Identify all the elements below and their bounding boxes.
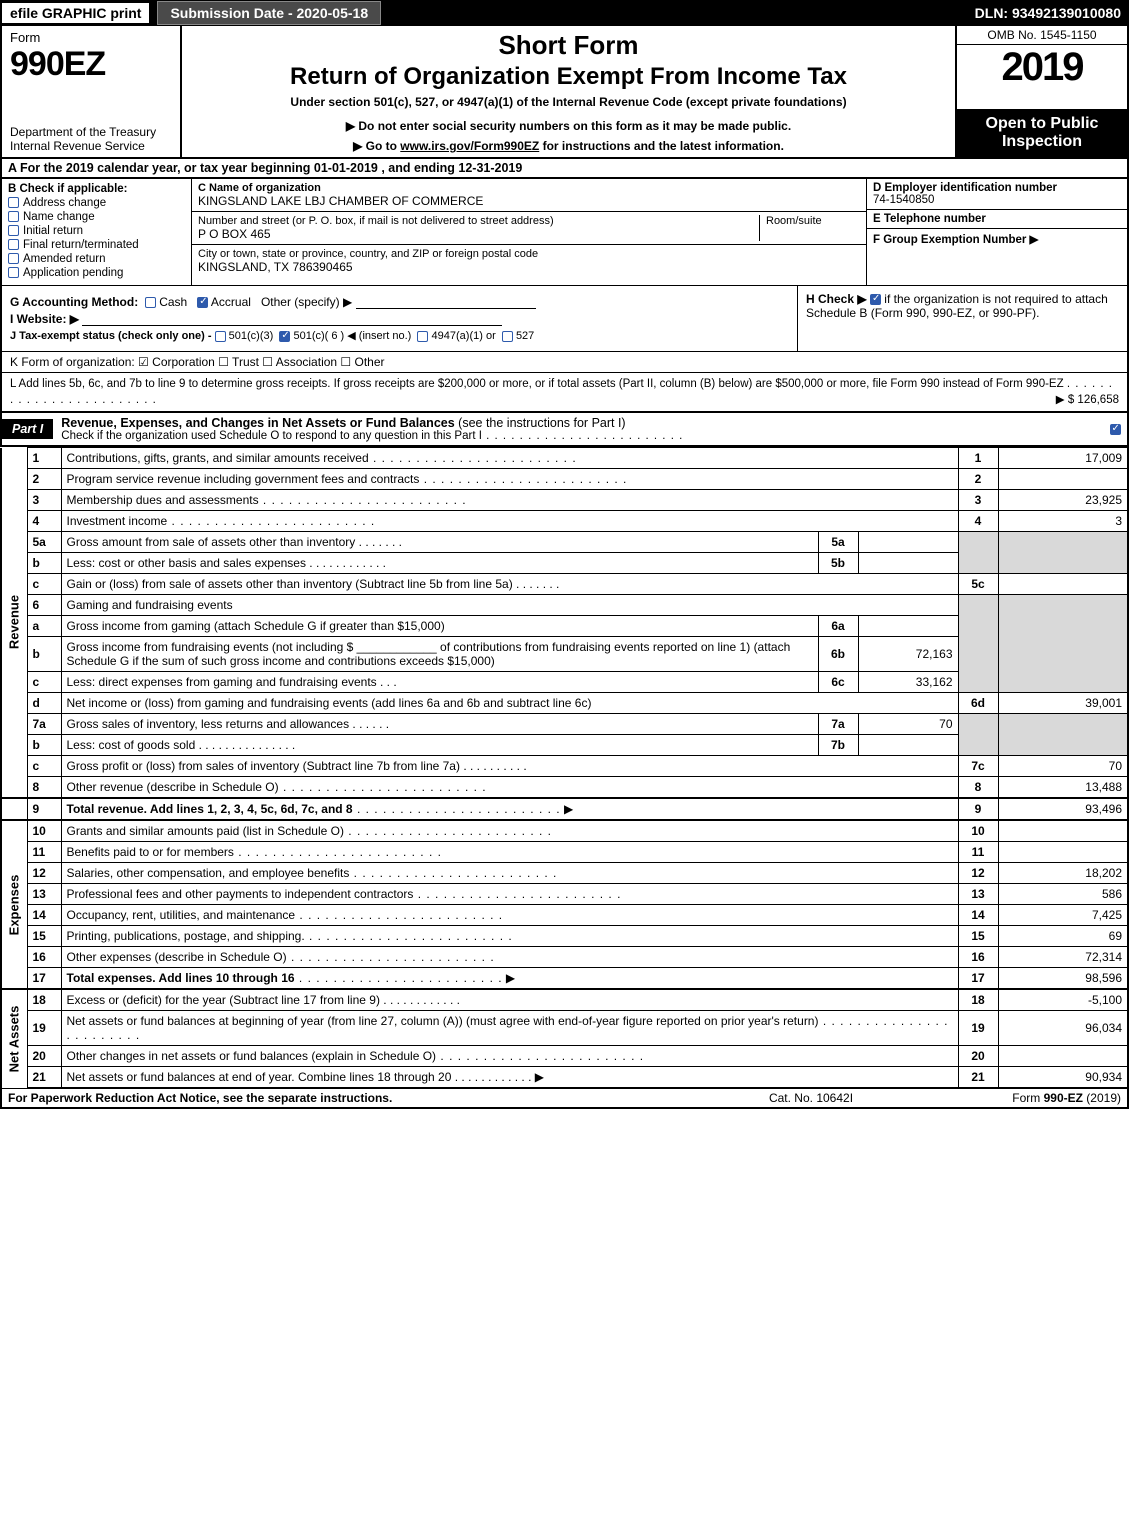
chk-name-change[interactable]: Name change bbox=[8, 211, 185, 223]
amt-8: 13,488 bbox=[998, 777, 1128, 799]
amt-12: 18,202 bbox=[998, 863, 1128, 884]
org-info-grid: B Check if applicable: Address change Na… bbox=[0, 179, 1129, 286]
amt-14: 7,425 bbox=[998, 905, 1128, 926]
part1-title: Revenue, Expenses, and Changes in Net As… bbox=[61, 416, 454, 430]
amt-21: 90,934 bbox=[998, 1067, 1128, 1088]
amt-16: 72,314 bbox=[998, 947, 1128, 968]
section-c: C Name of organization KINGSLAND LAKE LB… bbox=[192, 179, 867, 285]
org-address: P O BOX 465 bbox=[198, 227, 753, 241]
part1-schedO-check bbox=[1110, 424, 1121, 435]
row-a-tax-year: A For the 2019 calendar year, or tax yea… bbox=[0, 159, 1129, 179]
section-b: B Check if applicable: Address change Na… bbox=[2, 179, 192, 285]
amt-6d: 39,001 bbox=[998, 693, 1128, 714]
irs-link[interactable]: www.irs.gov/Form990EZ bbox=[400, 139, 539, 153]
dept-treasury: Department of the Treasury bbox=[10, 125, 172, 139]
org-city: KINGSLAND, TX 786390465 bbox=[198, 260, 860, 274]
part1-check-line: Check if the organization used Schedule … bbox=[61, 430, 482, 442]
form-ref: Form 990-EZ (2019) bbox=[921, 1091, 1121, 1105]
e-label: E Telephone number bbox=[873, 213, 986, 225]
amt-7c: 70 bbox=[998, 756, 1128, 777]
part1-tag: Part I bbox=[2, 419, 53, 439]
dln-label: DLN: 93492139010080 bbox=[975, 5, 1129, 21]
short-form-title: Short Form bbox=[190, 30, 947, 61]
amt-19: 96,034 bbox=[998, 1011, 1128, 1046]
amt-18: -5,100 bbox=[998, 989, 1128, 1011]
chk-initial-return[interactable]: Initial return bbox=[8, 225, 185, 237]
part1-table: Revenue 1 Contributions, gifts, grants, … bbox=[0, 447, 1129, 1088]
amt-1: 17,009 bbox=[998, 448, 1128, 469]
ein-value: 74-1540850 bbox=[873, 194, 934, 206]
amt-6b: 72,163 bbox=[858, 637, 958, 672]
submission-date-button[interactable]: Submission Date - 2020-05-18 bbox=[157, 1, 381, 25]
goto-line: ▶ Go to www.irs.gov/Form990EZ for instru… bbox=[190, 139, 947, 153]
chk-address-change[interactable]: Address change bbox=[8, 197, 185, 209]
page-footer: For Paperwork Reduction Act Notice, see … bbox=[0, 1088, 1129, 1109]
chk-accrual bbox=[197, 297, 208, 308]
amt-6c: 33,162 bbox=[858, 672, 958, 693]
amt-7a: 70 bbox=[858, 714, 958, 735]
chk-application-pending[interactable]: Application pending bbox=[8, 267, 185, 279]
amt-15: 69 bbox=[998, 926, 1128, 947]
form-header: Form 990EZ Department of the Treasury In… bbox=[0, 26, 1129, 159]
open-to-public: Open to Public Inspection bbox=[957, 109, 1127, 157]
l-amount: ▶ $ 126,658 bbox=[1056, 392, 1119, 408]
i-website: I Website: ▶ bbox=[10, 312, 789, 326]
ssn-warning: ▶ Do not enter social security numbers o… bbox=[190, 119, 947, 133]
l-gross-receipts: L Add lines 5b, 6c, and 7b to line 9 to … bbox=[0, 373, 1129, 412]
part1-header: Part I Revenue, Expenses, and Changes in… bbox=[0, 412, 1129, 447]
part1-subtitle: (see the instructions for Part I) bbox=[458, 416, 625, 430]
d-label: D Employer identification number bbox=[873, 182, 1057, 194]
side-expenses: Expenses bbox=[7, 874, 22, 935]
paperwork-notice: For Paperwork Reduction Act Notice, see … bbox=[8, 1091, 701, 1105]
addr-label: Number and street (or P. O. box, if mail… bbox=[198, 215, 753, 227]
org-name: KINGSLAND LAKE LBJ CHAMBER OF COMMERCE bbox=[198, 194, 860, 208]
return-title: Return of Organization Exempt From Incom… bbox=[190, 63, 947, 91]
c-label: C Name of organization bbox=[198, 182, 321, 194]
form-number: 990EZ bbox=[10, 45, 172, 84]
cat-no: Cat. No. 10642I bbox=[701, 1091, 921, 1105]
section-def: D Employer identification number74-15408… bbox=[867, 179, 1127, 285]
b-label: B Check if applicable: bbox=[8, 183, 185, 195]
amt-3: 23,925 bbox=[998, 490, 1128, 511]
side-netassets: Net Assets bbox=[7, 1006, 22, 1073]
k-form-of-org: K Form of organization: ☑ Corporation ☐ … bbox=[0, 352, 1129, 373]
g-accounting: G Accounting Method: Cash Accrual Other … bbox=[10, 295, 789, 309]
top-bar: efile GRAPHIC print Submission Date - 20… bbox=[0, 0, 1129, 26]
j-tax-exempt: J Tax-exempt status (check only one) - 5… bbox=[10, 329, 789, 342]
amt-9: 93,496 bbox=[998, 798, 1128, 820]
h-check: H Check ▶ if the organization is not req… bbox=[797, 286, 1127, 351]
amt-17: 98,596 bbox=[998, 968, 1128, 990]
f-label: F Group Exemption Number ▶ bbox=[873, 234, 1038, 246]
under-section: Under section 501(c), 527, or 4947(a)(1)… bbox=[190, 95, 947, 109]
form-word: Form bbox=[10, 30, 172, 45]
chk-final-return[interactable]: Final return/terminated bbox=[8, 239, 185, 251]
amt-13: 586 bbox=[998, 884, 1128, 905]
tax-year: 2019 bbox=[957, 45, 1127, 90]
side-revenue: Revenue bbox=[7, 595, 22, 649]
chk-amended-return[interactable]: Amended return bbox=[8, 253, 185, 265]
efile-print-button[interactable]: efile GRAPHIC print bbox=[0, 1, 151, 25]
room-suite-label: Room/suite bbox=[760, 215, 860, 241]
omb-number: OMB No. 1545-1150 bbox=[957, 26, 1127, 45]
g-h-block: G Accounting Method: Cash Accrual Other … bbox=[0, 286, 1129, 352]
city-label: City or town, state or province, country… bbox=[198, 248, 860, 260]
dept-irs: Internal Revenue Service bbox=[10, 139, 172, 153]
amt-4: 3 bbox=[998, 511, 1128, 532]
